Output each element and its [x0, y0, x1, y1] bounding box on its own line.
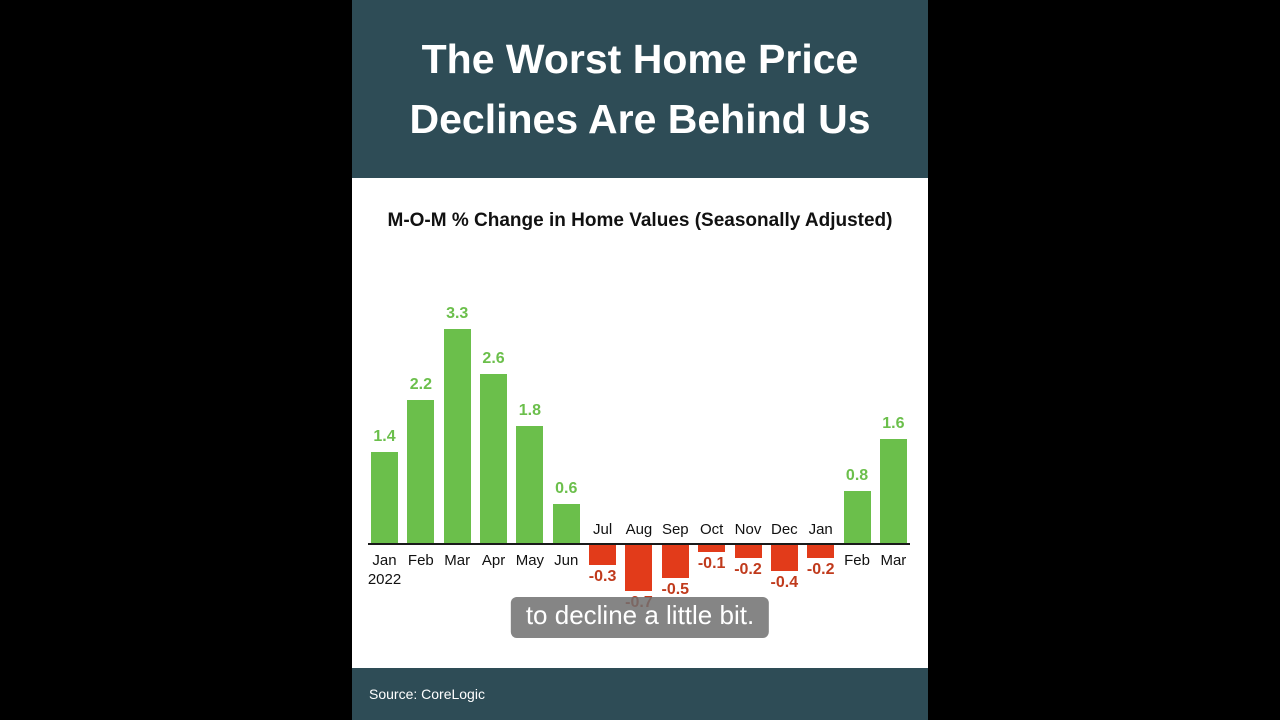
x-tick-label: Feb [407, 552, 434, 569]
x-tick-label: Jan [808, 521, 833, 538]
bar-value-label: 1.4 [373, 428, 396, 445]
bar-dec-11 [770, 545, 798, 571]
bar-feb-1 [407, 400, 435, 543]
chart-panel: M-O-M % Change in Home Values (Seasonall… [352, 178, 928, 668]
bar-value-label: -0.1 [697, 554, 726, 572]
bar-aug-7 [625, 545, 653, 591]
bar-feb-13 [843, 491, 871, 543]
x-tick-label: Sep [661, 521, 689, 538]
bar-jul-6 [589, 545, 617, 565]
bar-nov-10 [734, 545, 762, 558]
x-tick-label: Mar [880, 552, 907, 569]
x-tick-label: Aug [625, 521, 653, 538]
bar-value-label: -0.3 [588, 567, 617, 585]
bar-value-label: 0.8 [845, 467, 869, 484]
bar-value-label: -0.2 [806, 561, 835, 578]
bar-value-label: -0.4 [770, 574, 799, 591]
header-banner: The Worst Home Price Declines Are Behind… [352, 0, 928, 178]
chart-title: M-O-M % Change in Home Values (Seasonall… [387, 210, 893, 231]
video-frame: The Worst Home Price Declines Are Behind… [352, 0, 928, 720]
page-title: The Worst Home Price Declines Are Behind… [409, 29, 870, 149]
bar-apr-3 [480, 374, 508, 543]
bar-value-label: 0.6 [555, 480, 578, 497]
bar-mar-2 [443, 328, 471, 543]
bar-may-4 [516, 426, 544, 543]
bar-value-label: -0.5 [661, 580, 690, 598]
footer-bar: Source: CoreLogic [352, 668, 928, 720]
x-tick-label: Dec [771, 521, 798, 538]
page-title-line1: The Worst Home Price [421, 36, 859, 82]
bar-value-label: 3.3 [446, 304, 469, 322]
bar-mar-14 [879, 439, 907, 543]
bar-value-label: 1.8 [518, 402, 542, 419]
x-tick-sublabel: 2022 [367, 571, 402, 588]
x-tick-label: Feb [844, 552, 870, 569]
subtitle-caption: to decline a little bit. [510, 597, 770, 638]
x-axis [368, 543, 910, 545]
bar-sep-8 [661, 545, 689, 578]
page-title-line2: Declines Are Behind Us [409, 96, 871, 142]
x-tick-label: Nov [734, 521, 762, 538]
bar-chart: 1.4 Jan 2022 2.2 Feb 3.3 Mar 2.6 Apr 1.8 May 0.6 Jun… [352, 178, 928, 668]
bar-value-label: 2.6 [482, 350, 505, 367]
bar-jan-12 [807, 545, 835, 558]
bar-jun-5 [552, 504, 580, 543]
x-tick-label: Jul [593, 521, 613, 538]
x-tick-label: Mar [444, 552, 471, 569]
x-tick-label: Jun [554, 552, 579, 569]
bar-value-label: 2.2 [409, 376, 432, 393]
bar-value-label: 1.6 [882, 415, 905, 432]
x-tick-label: Oct [699, 521, 724, 538]
bar-oct-9 [698, 545, 726, 552]
bar-jan-0 [371, 452, 398, 543]
x-tick-label: May [515, 552, 545, 569]
source-label: Source: CoreLogic [369, 686, 485, 702]
x-tick-label: Jan [372, 552, 397, 569]
subtitle-text: to decline a little bit. [525, 600, 755, 630]
bar-value-label: -0.2 [734, 561, 762, 578]
x-tick-label: Apr [481, 552, 506, 569]
